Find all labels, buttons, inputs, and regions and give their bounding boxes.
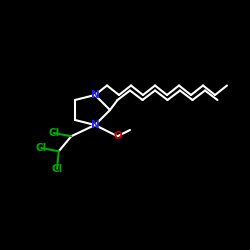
Text: O: O [113,131,122,141]
Text: Cl: Cl [52,164,62,174]
Text: Cl: Cl [36,143,47,153]
Text: N: N [90,120,100,130]
Text: Cl: Cl [48,128,60,138]
Text: N: N [90,90,100,100]
